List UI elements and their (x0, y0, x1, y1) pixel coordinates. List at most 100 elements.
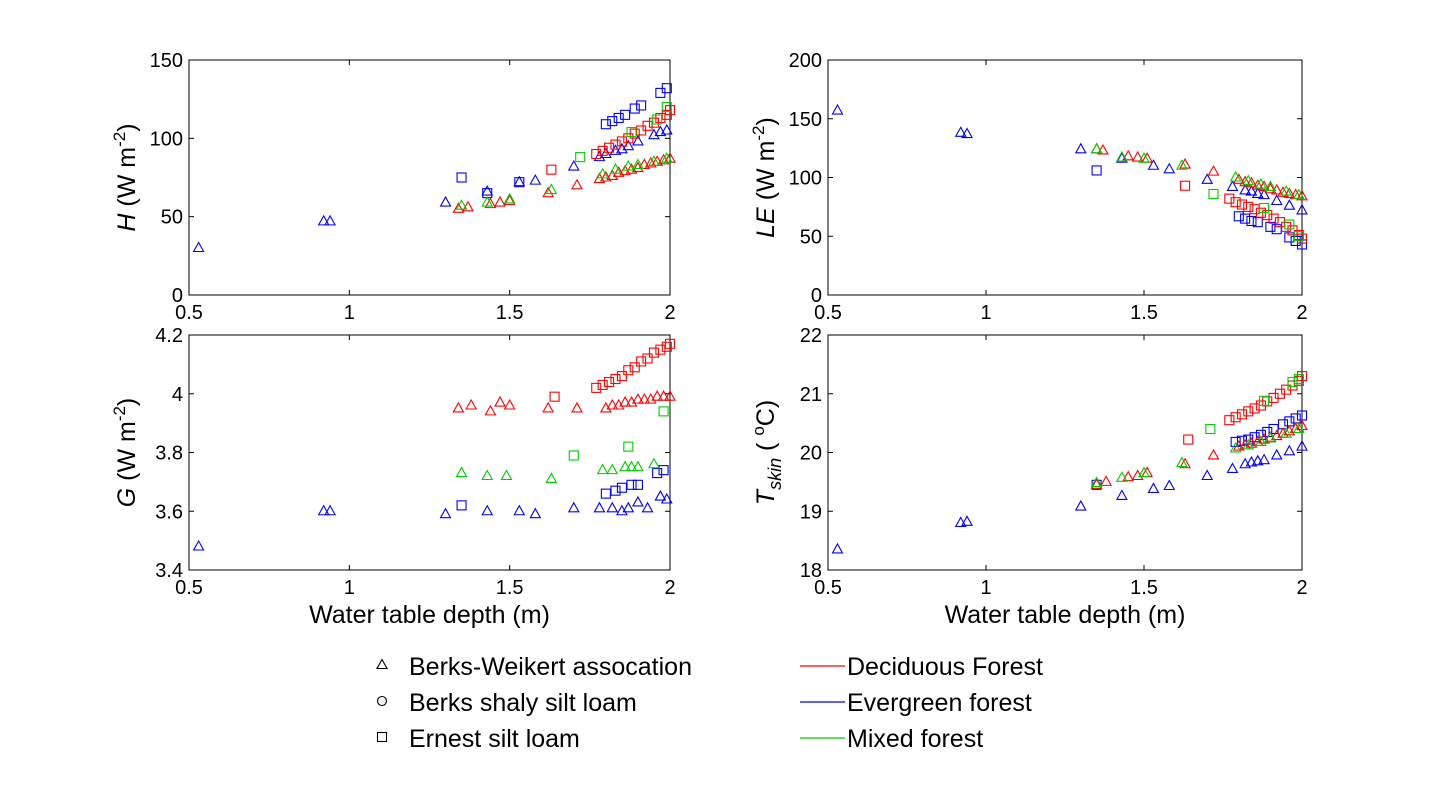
data-point (1205, 423, 1216, 435)
legend-item-vegetation: Evergreen forest (800, 689, 1032, 717)
data-point (620, 109, 631, 120)
data-point (1224, 415, 1235, 426)
data-point (513, 175, 526, 187)
data-point (1243, 201, 1254, 212)
data-point (658, 406, 669, 417)
data-point (651, 390, 664, 401)
data-point (1249, 403, 1260, 414)
data-point (1229, 170, 1242, 182)
data-point (1245, 455, 1258, 467)
data-point (1138, 152, 1150, 163)
x-tick-label: 1 (344, 302, 355, 324)
data-point (529, 507, 542, 519)
data-point (439, 507, 452, 519)
data-point (629, 362, 640, 373)
data-point (606, 501, 619, 513)
data-point (1207, 164, 1220, 176)
data-point (1251, 454, 1264, 466)
data-point (1232, 439, 1245, 451)
data-point (1183, 434, 1194, 445)
data-point (596, 463, 609, 475)
data-point (961, 515, 973, 526)
data-point (1251, 187, 1264, 198)
data-point (616, 482, 627, 493)
data-point (481, 469, 494, 481)
x-axis-label-Tskin: Water table depth (m) (945, 601, 1186, 629)
x-tick-label: 0.5 (814, 577, 842, 599)
data-point (623, 441, 634, 452)
legend-item-soil: Berks-Weikert assocation (376, 653, 692, 681)
x-tick-label: 1.5 (496, 302, 524, 324)
data-point (1236, 199, 1248, 210)
data-point (631, 495, 644, 507)
data-point (831, 103, 844, 115)
data-point (549, 391, 560, 402)
data-point (626, 127, 637, 138)
data-point (1226, 180, 1239, 191)
data-point (629, 103, 640, 114)
data-point (503, 194, 516, 206)
data-point (1229, 441, 1242, 453)
data-point (1287, 376, 1298, 388)
legend-item-soil: Berks shaly silt loam (376, 689, 637, 717)
data-point (619, 460, 632, 472)
data-point (604, 376, 615, 388)
data-point (1230, 412, 1241, 423)
data-point (494, 195, 506, 207)
data-point (661, 83, 672, 94)
data-point (599, 147, 612, 159)
data-point (597, 145, 608, 156)
data-point (1268, 213, 1279, 224)
data-point (1262, 426, 1273, 437)
data-point (657, 390, 670, 401)
data-point (1179, 157, 1192, 169)
data-point (1232, 173, 1245, 184)
y-axis-label-H: H (W m-2) (110, 123, 141, 231)
data-point (1296, 203, 1308, 215)
y-tick-label: 18 (800, 560, 822, 582)
data-point (571, 401, 583, 413)
y-tick-label: 3.8 (155, 443, 183, 465)
data-point (591, 148, 602, 160)
data-point (641, 501, 654, 513)
data-point (648, 457, 660, 469)
data-point (648, 347, 660, 358)
data-point (625, 460, 638, 472)
data-point (1115, 471, 1128, 482)
data-point (529, 174, 542, 185)
legend-label: Berks-Weikert assocation (409, 653, 692, 681)
x-axis-label-G: Water table depth (m) (309, 601, 550, 629)
data-point (455, 466, 468, 478)
data-point (622, 501, 635, 513)
data-point (1277, 186, 1289, 197)
y-axis-label-G: G (W m-2) (110, 398, 141, 508)
data-point (606, 463, 619, 475)
subplot-G: 0.5 1 1.5 2 3.4 3.6 3.8 4 4.2 G (W m-2) Water tabl… (110, 325, 676, 629)
data-point (600, 119, 611, 130)
data-point (1115, 150, 1128, 162)
data-points-G (192, 338, 676, 551)
data-point (1224, 193, 1235, 204)
y-tick-label: 3.4 (155, 560, 183, 582)
data-point (1245, 184, 1258, 196)
x-tick-label: 1.5 (1130, 577, 1158, 599)
data-point (961, 127, 973, 139)
y-tick-label: 100 (150, 128, 183, 150)
data-point (500, 469, 513, 481)
data-point (1270, 448, 1283, 460)
data-point (1240, 213, 1251, 224)
data-point (609, 163, 622, 174)
data-point (1230, 197, 1241, 208)
data-point (638, 392, 651, 404)
x-tick-label: 1 (980, 302, 991, 324)
data-point (513, 504, 526, 516)
data-point (1091, 165, 1102, 176)
data-point (1280, 427, 1293, 438)
data-point (606, 398, 619, 410)
data-point (1245, 176, 1258, 188)
data-point (631, 392, 644, 404)
data-point (1243, 406, 1254, 417)
legend-label: Berks shaly silt loam (409, 689, 637, 717)
data-point (954, 126, 967, 137)
data-point (610, 374, 621, 385)
